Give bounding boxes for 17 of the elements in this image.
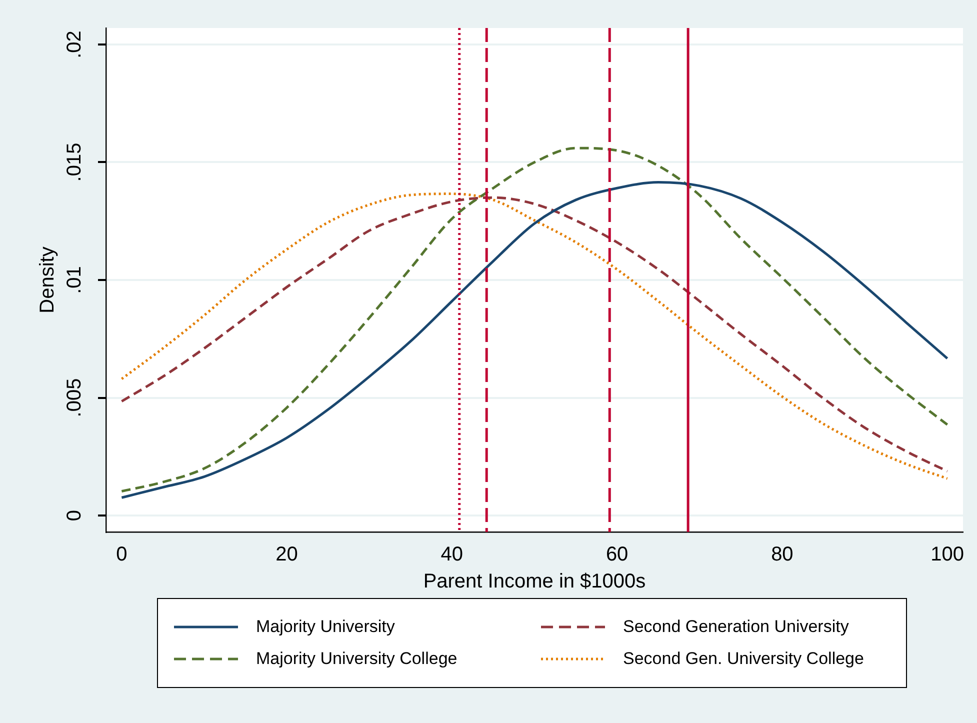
y-axis-title: Density (36, 246, 59, 314)
x-tick-label: 0 (116, 544, 128, 566)
y-tick-label: .005 (64, 378, 86, 418)
x-tick-label: 40 (440, 544, 464, 566)
x-axis-title: Parent Income in $1000s (423, 570, 646, 593)
y-tick-label: 0 (64, 510, 86, 522)
legend-label: Second Generation University (623, 617, 849, 637)
y-tick-label: .015 (64, 142, 86, 182)
legend-label: Majority University College (256, 649, 458, 669)
x-tick-label: 60 (606, 544, 628, 566)
x-tick-label: 20 (276, 544, 298, 566)
y-tick-label: .02 (64, 30, 86, 58)
legend-label: Majority University (256, 617, 395, 637)
x-tick-label: 80 (771, 544, 794, 566)
legend-label: Second Gen. University College (623, 649, 864, 669)
y-tick-label: .01 (64, 266, 86, 294)
x-tick-label: 100 (930, 544, 964, 566)
